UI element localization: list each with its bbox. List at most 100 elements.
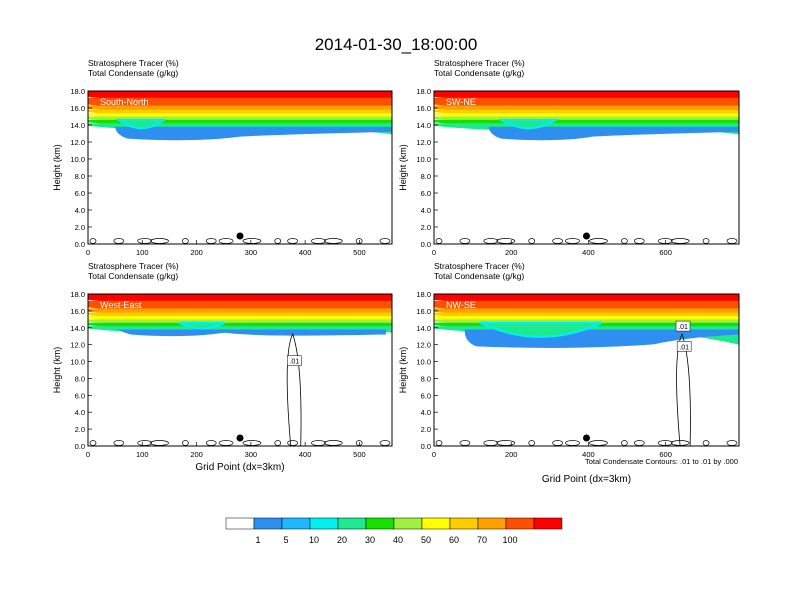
x-tick-label: 200: [190, 450, 203, 459]
chart-panel-4: Stratosphere Tracer (%)Total Condensate …: [398, 261, 740, 485]
contour-footnote: Total Condensate Contours: .01 to .01 by…: [585, 457, 738, 466]
y-axis-label: Height (km): [398, 144, 408, 191]
panel-header-line: Total Condensate (g/kg): [88, 271, 178, 281]
colorbar: 1 5 10 20 30 40 50 60 70 100: [225, 517, 563, 545]
colorbar-swatch: [421, 517, 451, 530]
condensate-contours: [435, 332, 738, 446]
colorbar-swatch: [253, 517, 283, 530]
tracer-field: [434, 294, 739, 446]
colorbar-swatch: [505, 517, 535, 530]
y-tick-label: 2.0: [75, 425, 85, 434]
colorbar-label: 40: [393, 535, 403, 545]
y-tick-label: 4.0: [75, 408, 85, 417]
x-tick-label: 600: [659, 248, 672, 257]
y-tick-label: 18.0: [70, 290, 85, 299]
x-tick-label: 400: [299, 248, 312, 257]
y-tick-label: 0.0: [421, 442, 431, 451]
figure-title: 2014-01-30_18:00:00: [315, 35, 478, 54]
location-marker: [583, 434, 590, 442]
y-tick-label: 16.0: [416, 104, 431, 113]
y-tick-label: 16.0: [416, 307, 431, 316]
colorbar-label: 60: [449, 535, 459, 545]
y-tick-label: 12.0: [416, 138, 431, 147]
y-tick-label: 18.0: [416, 87, 431, 96]
svg-text:.01: .01: [679, 344, 689, 351]
y-tick-label: 12.0: [416, 341, 431, 350]
y-tick-label: 16.0: [70, 104, 85, 113]
colorbar-swatch: [337, 517, 367, 530]
colorbar-label: 1: [255, 535, 260, 545]
y-tick-label: 2.0: [421, 425, 431, 434]
y-tick-label: 4.0: [421, 408, 431, 417]
y-tick-label: 0.0: [421, 240, 431, 249]
colorbar-label: 50: [421, 535, 431, 545]
tracer-band: [434, 300, 739, 324]
panel-label: SW-NE: [446, 97, 476, 107]
colorbar-swatch: [225, 517, 255, 530]
x-tick-label: 400: [582, 248, 595, 257]
chart-panel-2: Stratosphere Tracer (%)Total Condensate …: [398, 58, 740, 257]
chart-panel-1: Stratosphere Tracer (%)Total Condensate …: [52, 58, 393, 257]
x-tick-label: 400: [582, 450, 595, 459]
y-tick-label: 10.0: [70, 358, 85, 367]
x-tick-label: 100: [136, 248, 149, 257]
y-tick-label: 14.0: [70, 121, 85, 130]
y-tick-label: 18.0: [70, 87, 85, 96]
plot-frame: [433, 293, 740, 447]
x-tick-label: 100: [136, 450, 149, 459]
y-tick-label: 8.0: [75, 172, 85, 181]
x-tick-label: 600: [659, 450, 672, 459]
colorbar-label: 100: [502, 535, 517, 545]
tracer-tongue: [497, 118, 560, 130]
y-tick-label: 10.0: [416, 358, 431, 367]
contour-label: .01: [675, 320, 691, 332]
chart-panel-3: Stratosphere Tracer (%)Total Condensate …: [52, 261, 393, 473]
colorbar-swatch: [449, 517, 479, 530]
y-axis-label: Height (km): [52, 144, 62, 191]
x-tick-label: 300: [245, 450, 258, 459]
tracer-shelf: [118, 329, 386, 337]
colorbar-swatch: [309, 517, 339, 530]
colorbar-swatch: [281, 517, 311, 530]
x-tick-label: 500: [353, 248, 366, 257]
x-axis-label: Grid Point (dx=3km): [195, 462, 284, 473]
condensate-contours: [89, 238, 391, 244]
x-tick-label: 200: [505, 248, 518, 257]
tracer-tongue: [479, 321, 603, 338]
x-tick-label: 0: [86, 248, 90, 257]
colorbar-label: 20: [337, 535, 347, 545]
tracer-shelf: [488, 126, 739, 141]
y-tick-label: 8.0: [421, 172, 431, 181]
y-tick-label: 2.0: [421, 223, 431, 232]
condensate-contours: [89, 332, 391, 446]
y-tick-label: 10.0: [416, 155, 431, 164]
svg-text:.01: .01: [678, 324, 688, 331]
panel-header-line: Total Condensate (g/kg): [88, 68, 178, 78]
y-tick-label: 8.0: [75, 374, 85, 383]
y-axis-label: Height (km): [398, 347, 408, 394]
tracer-field: [434, 91, 739, 244]
panel-label: West-East: [100, 300, 142, 310]
panel-header-line: Stratosphere Tracer (%): [88, 261, 179, 271]
plot-frame: [87, 293, 393, 447]
y-tick-label: 12.0: [70, 341, 85, 350]
tracer-shelf: [115, 126, 392, 141]
y-tick-label: 6.0: [75, 189, 85, 198]
colorbar-label: 5: [283, 535, 288, 545]
y-axis-label: Height (km): [52, 347, 62, 394]
tracer-field: [88, 91, 392, 244]
contour-label: .01: [676, 341, 692, 352]
tracer-band: [434, 294, 739, 316]
panels: Stratosphere Tracer (%)Total Condensate …: [52, 58, 740, 485]
colorbar-swatch: [533, 517, 563, 530]
y-tick-label: 14.0: [416, 121, 431, 130]
contour-label: .01: [287, 355, 302, 366]
panel-header-line: Total Condensate (g/kg): [434, 271, 524, 281]
tracer-tongue: [178, 321, 226, 330]
y-tick-label: 8.0: [421, 374, 431, 383]
y-tick-label: 14.0: [70, 324, 85, 333]
colorbar-label: 30: [365, 535, 375, 545]
x-tick-label: 500: [353, 450, 366, 459]
y-tick-label: 2.0: [75, 223, 85, 232]
